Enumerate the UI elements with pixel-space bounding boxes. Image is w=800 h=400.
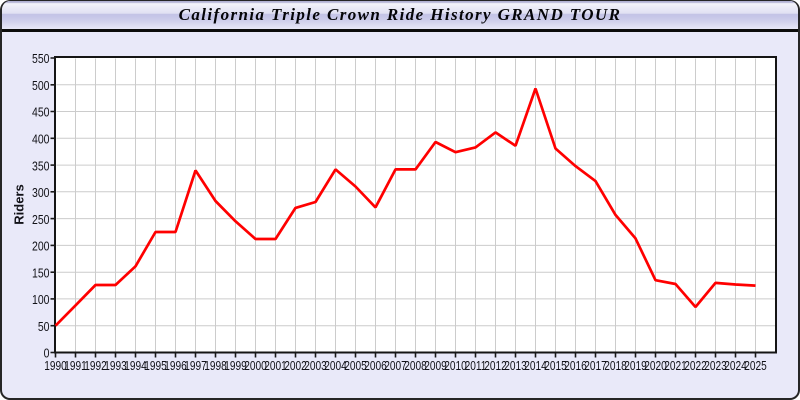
svg-text:2022: 2022 [684, 360, 707, 373]
svg-text:2006: 2006 [364, 360, 387, 373]
svg-text:150: 150 [32, 268, 50, 281]
svg-text:2004: 2004 [324, 360, 347, 373]
svg-text:400: 400 [32, 134, 50, 147]
svg-text:250: 250 [32, 214, 50, 227]
svg-text:2019: 2019 [624, 360, 647, 373]
svg-text:2005: 2005 [344, 360, 367, 373]
svg-text:2021: 2021 [664, 360, 687, 373]
svg-text:2000: 2000 [244, 360, 267, 373]
svg-text:300: 300 [32, 187, 50, 200]
svg-text:500: 500 [32, 80, 50, 93]
svg-text:2023: 2023 [704, 360, 727, 373]
svg-text:2017: 2017 [584, 360, 607, 373]
svg-text:1990: 1990 [44, 360, 67, 373]
svg-text:2010: 2010 [444, 360, 467, 373]
svg-text:2015: 2015 [544, 360, 567, 373]
svg-text:1991: 1991 [64, 360, 87, 373]
svg-text:2013: 2013 [504, 360, 527, 373]
svg-text:200: 200 [32, 241, 50, 254]
svg-text:2016: 2016 [564, 360, 587, 373]
svg-text:550: 550 [32, 53, 50, 66]
svg-text:2007: 2007 [384, 360, 407, 373]
svg-text:2025: 2025 [744, 360, 767, 373]
svg-text:2014: 2014 [524, 360, 547, 373]
svg-text:2018: 2018 [604, 360, 627, 373]
svg-text:Riders: Riders [12, 184, 27, 224]
svg-text:1995: 1995 [144, 360, 167, 373]
svg-text:2008: 2008 [404, 360, 427, 373]
svg-text:2024: 2024 [724, 360, 747, 373]
svg-text:2003: 2003 [304, 360, 327, 373]
svg-text:1992: 1992 [84, 360, 107, 373]
svg-text:0: 0 [44, 348, 50, 361]
svg-text:1993: 1993 [104, 360, 127, 373]
svg-text:100: 100 [32, 294, 50, 307]
svg-text:1999: 1999 [224, 360, 247, 373]
svg-text:50: 50 [38, 321, 50, 334]
svg-text:2001: 2001 [264, 360, 287, 373]
svg-text:1998: 1998 [204, 360, 227, 373]
svg-text:2009: 2009 [424, 360, 447, 373]
svg-text:2011: 2011 [465, 360, 487, 373]
svg-text:2020: 2020 [644, 360, 667, 373]
svg-text:1996: 1996 [164, 360, 187, 373]
svg-text:450: 450 [32, 107, 50, 120]
svg-text:350: 350 [32, 161, 50, 174]
svg-text:1997: 1997 [184, 360, 207, 373]
svg-text:1994: 1994 [124, 360, 147, 373]
svg-text:2012: 2012 [484, 360, 507, 373]
svg-text:2002: 2002 [284, 360, 307, 373]
